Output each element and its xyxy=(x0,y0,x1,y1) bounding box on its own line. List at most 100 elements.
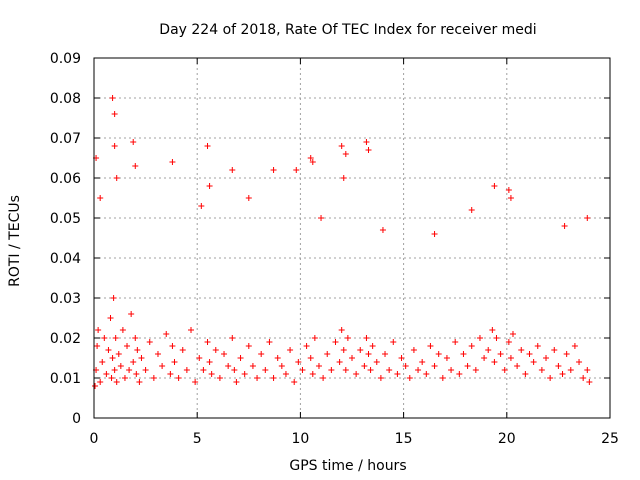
data-point xyxy=(518,347,525,353)
data-point xyxy=(386,367,393,373)
data-point xyxy=(551,347,558,353)
y-tick-label: 0.09 xyxy=(50,51,81,67)
data-point xyxy=(169,343,176,349)
data-point xyxy=(538,367,545,373)
data-point xyxy=(107,315,114,321)
data-point xyxy=(303,343,310,349)
data-point xyxy=(231,367,238,373)
data-point xyxy=(342,367,349,373)
data-point xyxy=(282,371,289,377)
data-point xyxy=(559,371,566,377)
data-point xyxy=(419,359,426,365)
data-point xyxy=(188,327,195,333)
y-tick-label: 0.04 xyxy=(50,251,81,267)
data-point xyxy=(344,335,351,341)
data-point xyxy=(410,347,417,353)
data-point xyxy=(349,355,355,361)
data-point xyxy=(309,159,316,165)
data-point xyxy=(99,359,106,365)
data-point xyxy=(485,347,492,353)
data-point xyxy=(448,367,455,373)
data-point xyxy=(464,363,471,369)
data-point xyxy=(311,335,318,341)
data-point xyxy=(567,367,574,373)
data-point xyxy=(328,367,335,373)
data-point xyxy=(340,347,347,353)
data-point xyxy=(112,335,119,341)
data-point xyxy=(171,359,178,365)
data-point xyxy=(200,367,207,373)
x-tick-label: 0 xyxy=(90,431,99,447)
data-point xyxy=(254,375,261,381)
data-point xyxy=(336,359,343,365)
data-point xyxy=(132,335,139,341)
data-point xyxy=(154,351,161,357)
data-point xyxy=(204,143,211,149)
data-point xyxy=(130,359,137,365)
data-point xyxy=(456,371,463,377)
data-point xyxy=(169,159,176,165)
data-point xyxy=(163,331,170,337)
data-point xyxy=(367,367,374,373)
data-point xyxy=(146,339,153,345)
data-point xyxy=(128,311,135,317)
data-point xyxy=(309,371,316,377)
data-point xyxy=(183,367,190,373)
data-point xyxy=(423,371,430,377)
data-point xyxy=(307,155,314,161)
data-point xyxy=(320,375,327,381)
data-point xyxy=(369,343,376,349)
data-point xyxy=(342,151,349,157)
data-point xyxy=(584,367,591,373)
x-tick-label: 15 xyxy=(395,431,413,447)
data-point xyxy=(576,359,583,365)
data-point xyxy=(216,375,223,381)
data-point xyxy=(563,351,570,357)
y-tick-label: 0.07 xyxy=(50,131,81,147)
chart-title: Day 224 of 2018, Rate Of TEC Index for r… xyxy=(159,22,536,38)
data-point xyxy=(363,335,370,341)
data-point xyxy=(390,339,397,345)
data-point xyxy=(229,167,236,173)
data-point xyxy=(493,335,500,341)
data-point xyxy=(130,139,137,145)
data-point xyxy=(110,295,117,301)
data-point xyxy=(468,343,475,349)
data-point xyxy=(138,355,145,361)
y-tick-label: 0.05 xyxy=(50,211,81,227)
data-point xyxy=(134,347,141,353)
data-point xyxy=(119,327,126,333)
data-point xyxy=(543,355,550,361)
plot-frame xyxy=(93,57,611,419)
data-point xyxy=(245,343,252,349)
data-point xyxy=(379,227,386,233)
y-tick-label: 0.02 xyxy=(50,331,81,347)
data-point xyxy=(103,371,110,377)
data-point xyxy=(357,347,364,353)
data-point xyxy=(111,367,118,373)
data-point xyxy=(212,347,219,353)
data-point xyxy=(266,339,273,345)
data-point xyxy=(221,351,228,357)
data-point xyxy=(431,363,438,369)
data-point xyxy=(571,343,578,349)
data-point xyxy=(497,351,504,357)
data-point xyxy=(443,355,450,361)
data-point xyxy=(233,379,240,385)
data-point xyxy=(121,375,128,381)
tick-labels: 0 5 10 15 20 25 0 0.01 0.02 0.03 0.04 0.05 0.06 0.07 0… xyxy=(50,51,619,447)
data-point xyxy=(338,143,345,149)
data-point xyxy=(136,379,143,385)
data-point xyxy=(208,371,215,377)
data-point xyxy=(124,343,131,349)
data-point xyxy=(258,351,265,357)
y-tick-label: 0.08 xyxy=(50,91,81,107)
data-point xyxy=(109,95,116,101)
data-point xyxy=(491,183,498,189)
data-point xyxy=(196,355,203,361)
data-point xyxy=(291,379,298,385)
y-tick-label: 0.06 xyxy=(50,171,81,187)
data-point xyxy=(382,351,389,357)
